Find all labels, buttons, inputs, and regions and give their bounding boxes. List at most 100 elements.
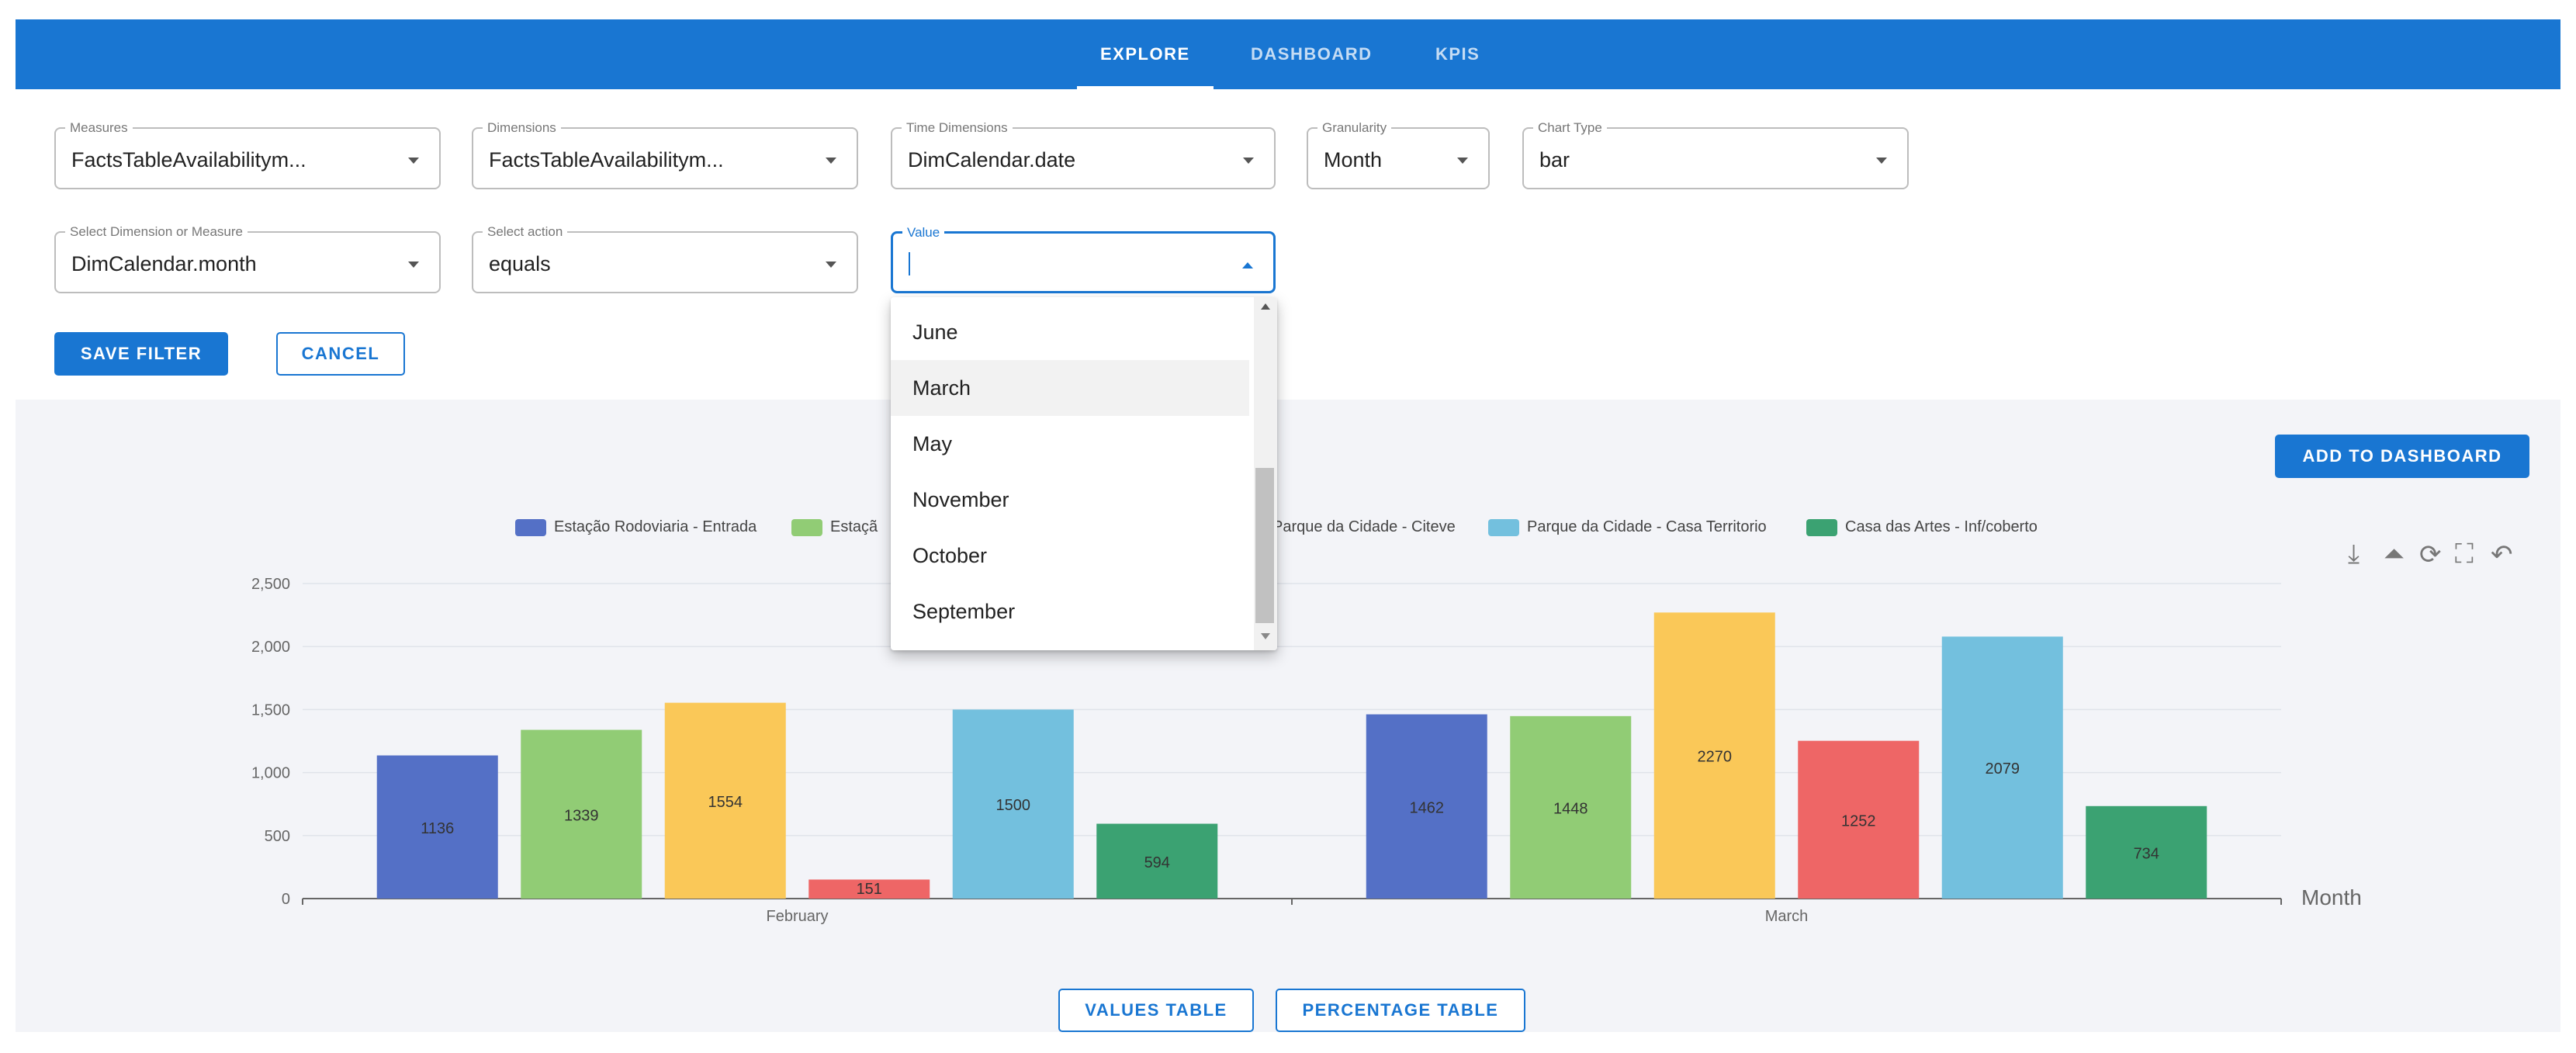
crop-icon[interactable]: ⛶ [2455,539,2474,569]
bar [1941,636,2063,899]
y-tick-label: 1,000 [251,765,290,782]
dropdown-scrollbar[interactable] [1254,297,1277,650]
bar-value-label: 151 [857,881,882,898]
bar [664,702,786,899]
time-dimensions-label: Time Dimensions [902,120,1013,136]
filter-member-label: Select Dimension or Measure [65,224,248,240]
x-tick-label: March [1765,908,1809,925]
cancel-button[interactable]: CANCEL [276,332,405,376]
legend-item-estacao[interactable]: Estaçã [791,518,878,537]
filter-action-label: Select action [483,224,568,240]
value-dropdown-list: June March May November October Septembe… [891,297,1277,650]
caret-up-icon [1242,262,1253,268]
x-tick-label: February [766,908,828,925]
bar [952,709,1074,899]
chart-panel [16,400,2560,1032]
bar-chart: 0 500 1,000 1,500 2,000 2,500 1136 1339 1554 151… [251,576,2362,925]
granularity-label: Granularity [1317,120,1392,136]
y-tick-label: 2,000 [251,639,290,656]
legend-swatch [791,518,822,536]
bar [2086,805,2207,899]
filter-value-input[interactable]: Value [891,225,1276,293]
caret-down-icon [826,262,836,268]
option-november[interactable]: November [912,488,1009,511]
undo-icon[interactable]: ↶ [2491,540,2513,570]
bar-value-label: 1448 [1553,800,1588,817]
line-chart-icon[interactable]: ⏶ [2384,539,2405,569]
legend-item-casa-das-artes[interactable]: Casa das Artes - Inf/coberto [1806,518,2038,537]
restore-icon[interactable]: ⟳ [2419,540,2442,570]
dimensions-select[interactable]: Dimensions FactsTableAvailabilitym... [472,120,858,189]
x-axis-title: Month [2301,885,2362,909]
caret-down-icon [1457,158,1468,164]
bar [1096,823,1218,899]
granularity-value: Month [1324,148,1383,171]
y-tick-label: 1,500 [251,701,290,719]
tab-dashboard[interactable]: DASHBOARD [1251,44,1373,64]
bar-value-label: 1500 [996,797,1031,814]
filter-action-select[interactable]: Select action equals [472,224,858,293]
option-march[interactable]: March [891,360,1249,416]
legend-item-parque-citeve[interactable]: Parque da Cidade - Citeve [1272,518,1456,537]
filter-value-label: Value [902,225,945,241]
time-dimensions-value: DimCalendar.date [908,148,1076,171]
bar-value-label: 1136 [421,820,454,837]
text-cursor [909,252,910,275]
add-to-dashboard-button[interactable]: ADD TO DASHBOARD [2275,435,2529,478]
percentage-table-button[interactable]: PERCENTAGE TABLE [1276,989,1525,1032]
dimensions-value: FactsTableAvailabilitym... [489,148,724,171]
bar [1366,714,1487,899]
bar [1653,612,1775,899]
legend-item-estacao-rodoviaria[interactable]: Estação Rodoviaria - Entrada [515,518,757,537]
measures-select[interactable]: Measures FactsTableAvailabilitym... [54,120,441,189]
x-axis: February March Month [302,885,2362,925]
legend-label: Parque da Cidade - Casa Territorio [1527,518,1767,535]
option-october[interactable]: October [912,544,988,567]
download-icon[interactable]: ⤓ [2348,539,2360,569]
bar [376,755,498,899]
filter-member-value: DimCalendar.month [71,252,257,275]
option-may[interactable]: May [912,432,953,455]
time-dimensions-select[interactable]: Time Dimensions DimCalendar.date [891,120,1276,189]
option-june[interactable]: June [912,320,958,344]
bar-value-label: 1339 [564,807,599,824]
bar-value-label: 734 [2134,845,2159,862]
values-table-button[interactable]: VALUES TABLE [1058,989,1254,1032]
bar-value-label: 1252 [1841,812,1876,830]
bar-value-label: 2079 [1986,760,2020,778]
bar-value-label: 2270 [1698,749,1733,766]
tab-explore[interactable]: EXPLORE [1077,19,1214,89]
save-filter-button[interactable]: SAVE FILTER [54,332,228,376]
top-navigation-bar: EXPLORE DASHBOARD KPIS [16,19,2560,89]
legend-label: Parque da Cidade - Citeve [1272,518,1456,535]
granularity-select[interactable]: Granularity Month [1307,120,1490,189]
scroll-up-icon[interactable] [1261,303,1270,310]
bar [1510,715,1632,899]
legend-label: Estação Rodoviaria - Entrada [554,518,757,535]
bar [1798,740,1920,899]
filter-member-select[interactable]: Select Dimension or Measure DimCalendar.… [54,224,441,293]
scroll-down-icon[interactable] [1261,633,1270,639]
caret-down-icon [1876,158,1887,164]
y-tick-label: 0 [282,891,290,908]
filter-action-value: equals [489,252,551,275]
y-tick-label: 500 [265,828,290,845]
bar [808,879,930,899]
bar-value-label: 594 [1144,854,1170,871]
legend-item-parque-casa-territorio[interactable]: Parque da Cidade - Casa Territorio [1488,518,1767,537]
y-tick-label: 2,500 [251,576,290,593]
option-september[interactable]: September [912,600,1016,623]
bar-value-label: 1554 [708,794,743,811]
legend-swatch [1488,518,1519,536]
legend-label: Casa das Artes - Inf/coberto [1845,518,2038,535]
chart-type-select[interactable]: Chart Type bar [1522,120,1909,189]
caret-down-icon [408,262,419,268]
scrollbar-thumb[interactable] [1255,468,1274,623]
caret-down-icon [1243,158,1254,164]
legend-swatch [515,518,546,536]
chart-type-label: Chart Type [1533,120,1607,136]
bar-series: 1136 1339 1554 151 1500 594 1462 1448 2270 1252 20… [376,612,2207,899]
caret-down-icon [408,158,419,164]
tab-kpis[interactable]: KPIS [1435,44,1480,64]
bar-value-label: 1462 [1410,799,1445,816]
